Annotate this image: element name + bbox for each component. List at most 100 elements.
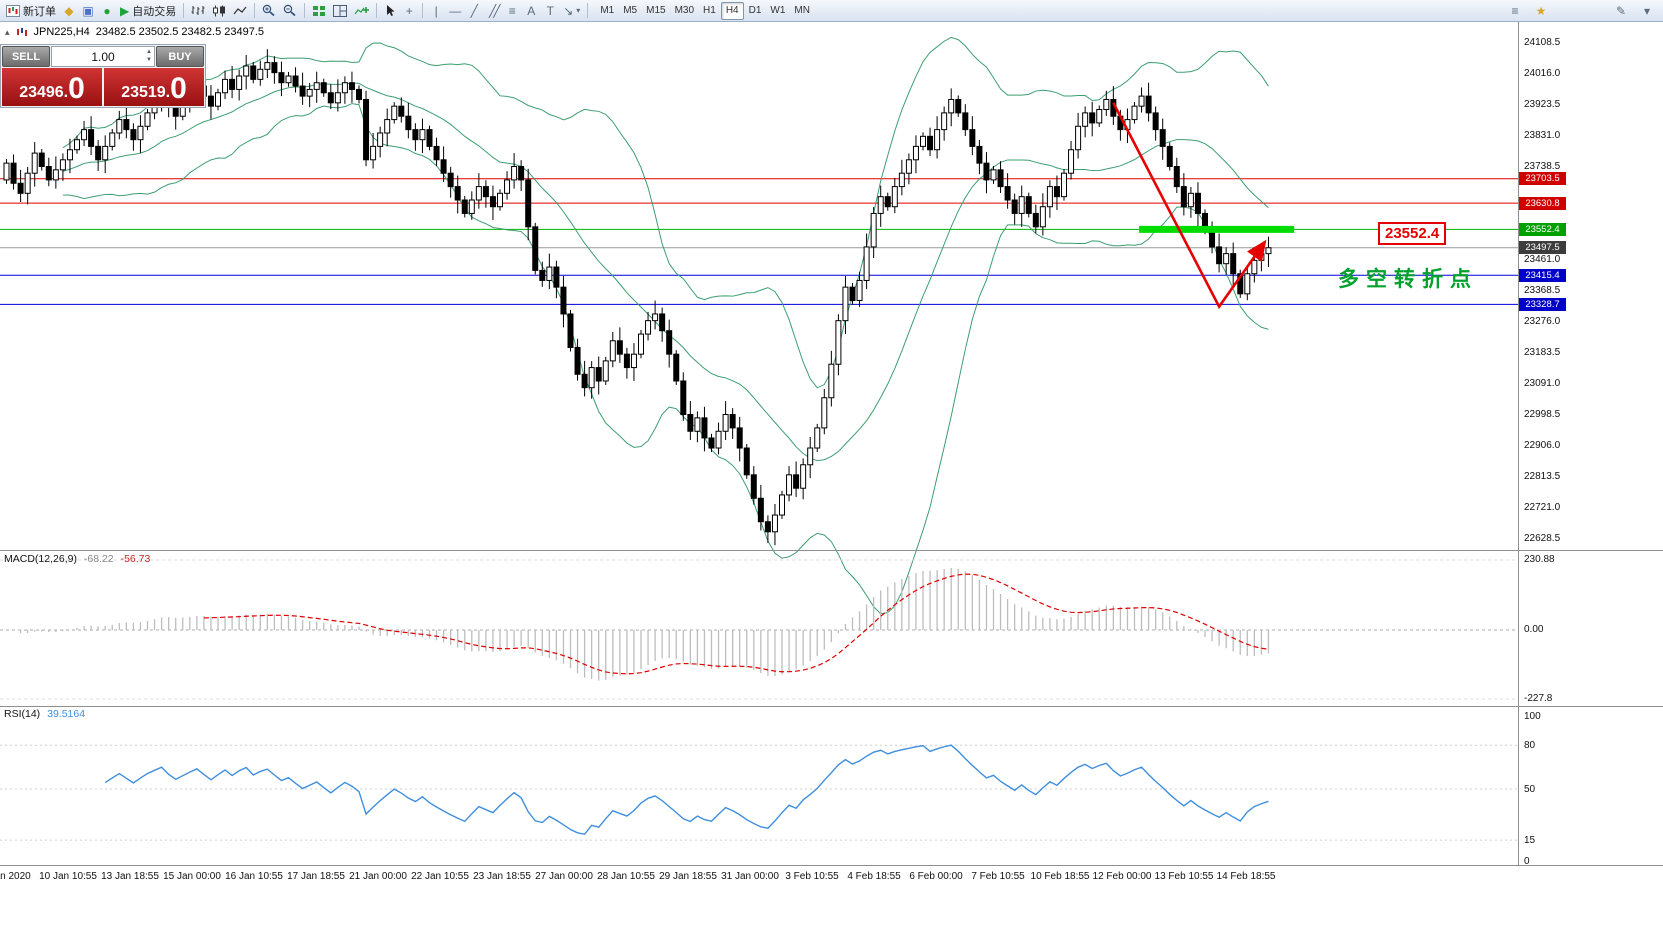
sell-button[interactable]: SELL (2, 46, 50, 67)
more-button[interactable]: ▾ (1638, 2, 1656, 20)
toolbar: 新订单 ◆ ▣ ● ▶ 自动交易 (0, 0, 1663, 22)
list-button[interactable]: ≡ (1506, 2, 1524, 20)
text-label-button[interactable]: T (541, 2, 559, 20)
new-order-button[interactable]: 新订单 (3, 2, 59, 20)
timeframe-button-m1[interactable]: M1 (596, 2, 618, 20)
text-button[interactable]: A (522, 2, 540, 20)
rsi-axis-100: 100 (1524, 711, 1541, 722)
timeframe-button-h4[interactable]: H4 (720, 1, 744, 20)
time-label: 15 Jan 00:00 (163, 871, 221, 882)
zoom-out-button[interactable] (280, 2, 300, 20)
text-icon: A (527, 3, 536, 18)
autotrading-label: 自动交易 (132, 5, 177, 18)
trend-arrow (1112, 102, 1267, 310)
favorites-button[interactable]: ★ (1532, 2, 1550, 20)
timeframe-button-w1[interactable]: W1 (766, 2, 789, 20)
autotrading-button[interactable]: ▶ 自动交易 (117, 2, 179, 20)
rsi-axis-50: 50 (1524, 784, 1536, 795)
symbol-label: JPN225,H4 (33, 26, 90, 38)
toolbar-separator (587, 3, 589, 18)
price-tick: 22906.0 (1524, 440, 1561, 451)
price-tick: 22998.5 (1524, 409, 1561, 420)
toolbar-separator (183, 3, 185, 18)
one-click-trading-toggle[interactable]: ▴ (5, 26, 10, 37)
sell-price[interactable]: 23496. 0 (2, 68, 102, 106)
new-order-label: 新订单 (23, 5, 56, 18)
toolbar-separator (422, 3, 424, 18)
terminal-icon: ▣ (82, 3, 94, 18)
list-icon: ≡ (1511, 3, 1519, 18)
spin-down-icon[interactable]: ▼ (146, 57, 152, 63)
macd-histogram (19, 568, 1270, 681)
horizontal-line-icon: — (449, 3, 462, 18)
edit-button[interactable]: ✎ (1612, 2, 1630, 20)
volume-field[interactable]: 1.00 ▲ ▼ (51, 46, 155, 67)
chart-grid-button[interactable] (309, 2, 329, 20)
candlestick-chart-button[interactable] (209, 2, 229, 20)
trendline-button[interactable]: ╱ (465, 2, 483, 20)
timeframe-button-m15[interactable]: M15 (642, 2, 669, 20)
price-tick: 22628.5 (1524, 533, 1561, 544)
timeframe-button-m5[interactable]: M5 (619, 2, 641, 20)
trade-panel-prices: 23496. 0 23519. 0 (2, 68, 204, 106)
timeframe-button-mn[interactable]: MN (790, 2, 814, 20)
pencil-icon: ✎ (1615, 3, 1627, 18)
volume-spinner[interactable]: ▲ ▼ (146, 48, 152, 64)
indicators-button[interactable] (351, 2, 372, 20)
rsi-value: 39.5164 (47, 708, 86, 720)
rsi-label: RSI(14) 39.5164 (4, 708, 85, 720)
time-label: 16 Jan 10:55 (225, 871, 283, 882)
time-label: 13 Feb 10:55 (1154, 871, 1214, 882)
price-tag: 23415.4 (1519, 268, 1566, 282)
price-tick: 23923.5 (1524, 99, 1561, 110)
zoom-in-button[interactable] (259, 2, 279, 20)
terminal-button[interactable]: ▣ (79, 2, 97, 20)
channel-button[interactable]: ╱╱ (484, 2, 502, 20)
time-label: 21 Jan 00:00 (349, 871, 407, 882)
buy-price-big-digit: 0 (170, 72, 187, 105)
bollinger-middle-line (62, 82, 1269, 462)
chart-title: ▴ JPN225,H4 23482.5 23502.5 23482.5 2349… (5, 26, 264, 38)
line-chart-button[interactable] (230, 2, 250, 20)
price-tag: 23630.8 (1519, 196, 1566, 210)
fibonacci-icon: ≡ (508, 3, 516, 18)
indicators-icon (354, 6, 370, 14)
spin-up-icon[interactable]: ▲ (146, 49, 152, 55)
bar-chart-icon (191, 5, 205, 15)
metaeditor-button[interactable]: ◆ (60, 2, 78, 20)
one-click-trading-panel: SELL 1.00 ▲ ▼ BUY 23496. 0 23519. 0 (0, 44, 206, 108)
community-button[interactable]: ● (98, 2, 116, 20)
vertical-line-button[interactable]: | (427, 2, 445, 20)
price-tick: 23831.0 (1524, 130, 1561, 141)
metaeditor-icon: ◆ (64, 3, 74, 18)
fibonacci-button[interactable]: ≡ (503, 2, 521, 20)
horizontal-line-button[interactable]: — (446, 2, 464, 20)
buy-price[interactable]: 23519. 0 (104, 68, 204, 106)
play-icon: ▶ (120, 3, 130, 18)
timeframe-button-h1[interactable]: H1 (699, 2, 720, 20)
bar-chart-button[interactable] (188, 2, 208, 20)
time-label: 29 Jan 18:55 (659, 871, 717, 882)
price-tick: 22813.5 (1524, 471, 1561, 482)
crosshair-button[interactable]: + (400, 2, 418, 20)
price-tag: 23552.4 (1519, 222, 1566, 236)
macd-name: MACD(12,26,9) (4, 553, 77, 565)
sell-price-main: 23496. (19, 84, 69, 101)
tile-windows-button[interactable] (330, 2, 350, 20)
timeframe-button-d1[interactable]: D1 (745, 2, 766, 20)
price-tick: 23461.0 (1524, 254, 1561, 265)
buy-price-main: 23519. (121, 84, 171, 101)
macd-axis-max: 230.88 (1524, 554, 1555, 565)
community-icon: ● (103, 3, 111, 18)
zoom-in-icon (263, 4, 275, 17)
star-icon: ★ (1535, 3, 1547, 18)
timeframe-button-m30[interactable]: M30 (671, 2, 698, 20)
price-tag: 23703.5 (1519, 172, 1566, 186)
buy-button[interactable]: BUY (156, 46, 204, 67)
cursor-button[interactable] (381, 2, 399, 20)
rsi-name: RSI(14) (4, 708, 41, 720)
arrows-button[interactable]: ↘ ▾ (560, 2, 583, 20)
crosshair-icon: + (405, 3, 413, 18)
price-tick: 24108.5 (1524, 37, 1561, 48)
